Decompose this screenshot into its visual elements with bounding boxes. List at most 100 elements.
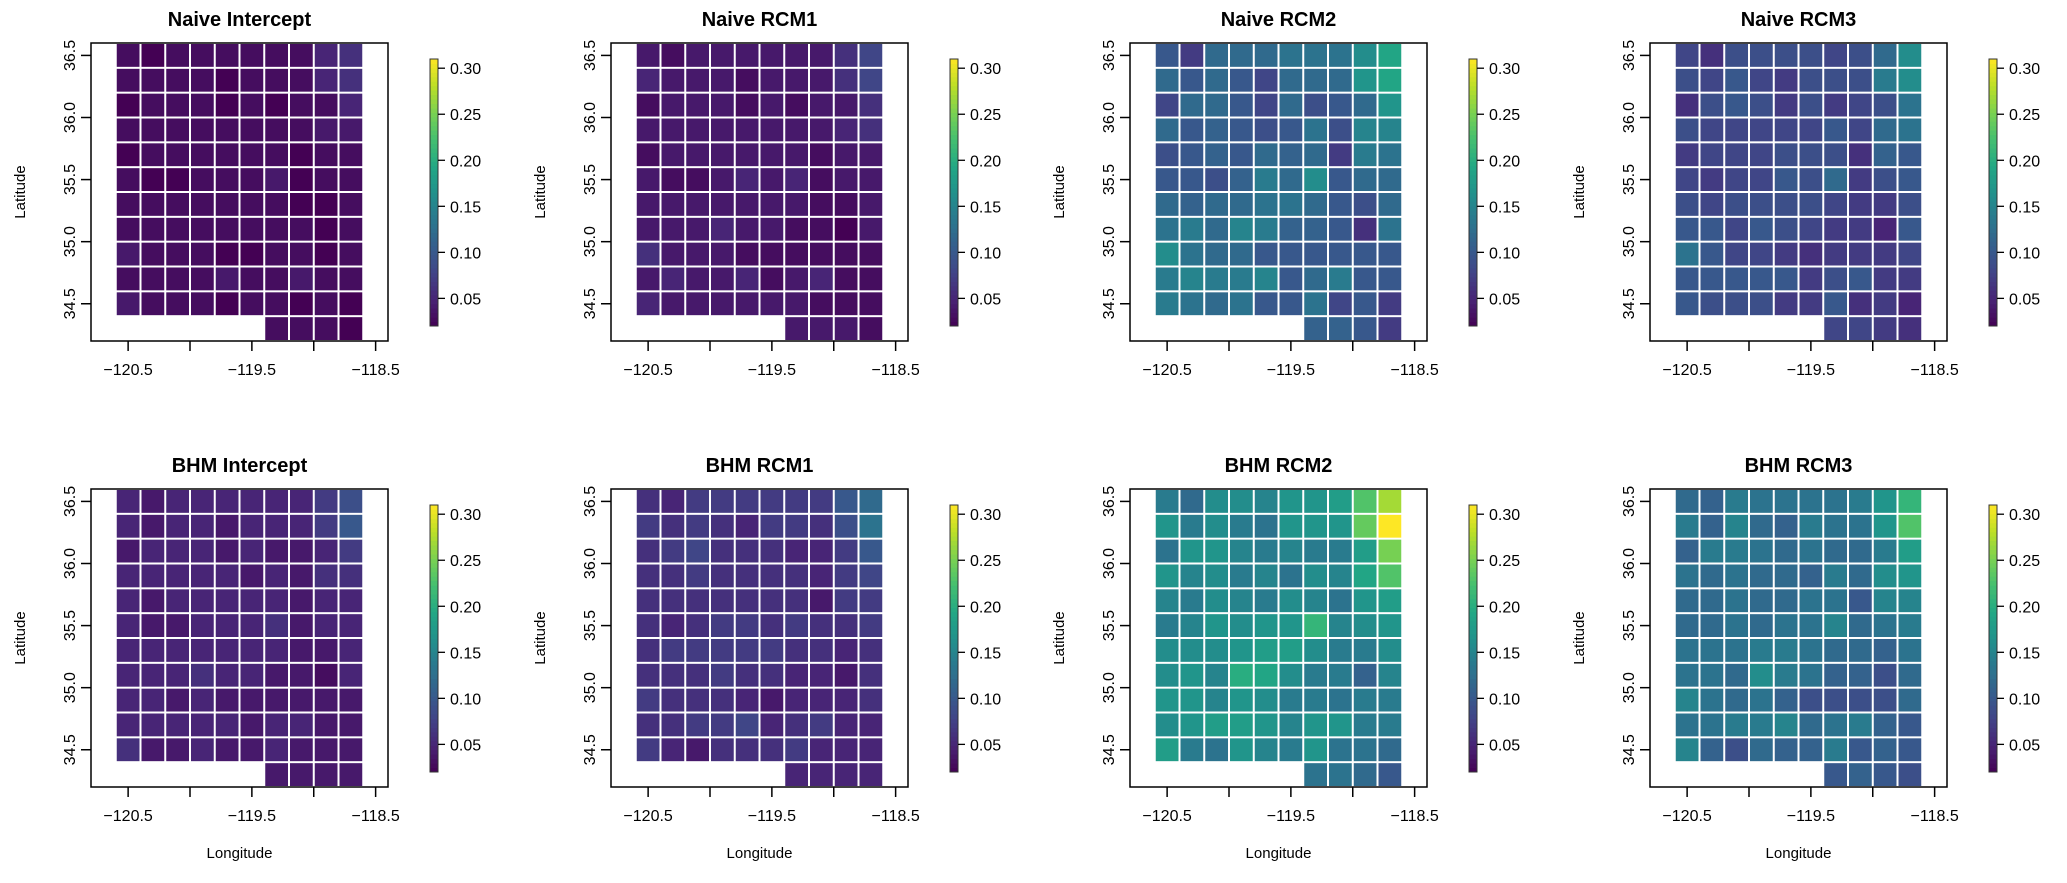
- heatmap-cell: [314, 614, 338, 637]
- colorbar-segment: [430, 714, 438, 720]
- colorbar-segment: [430, 558, 438, 564]
- heatmap-cell: [290, 44, 313, 67]
- colorbar-segment: [1989, 691, 1997, 697]
- colorbar-segment: [1989, 549, 1997, 555]
- colorbar-segment: [1989, 687, 1997, 693]
- heatmap-cell: [1254, 68, 1278, 92]
- heatmap-cell: [1774, 663, 1798, 687]
- heatmap-cell: [1230, 713, 1253, 737]
- y-tick-label: 35.5: [582, 164, 599, 195]
- y-tick-label: 36.5: [1621, 486, 1638, 517]
- heatmap-cell: [191, 639, 214, 662]
- heatmap-cell: [1180, 564, 1204, 588]
- colorbar-segment: [1989, 81, 1997, 87]
- heatmap-cell: [661, 713, 685, 737]
- heatmap-cell: [141, 44, 165, 67]
- heatmap-cell: [290, 68, 313, 92]
- heatmap-cell: [1378, 292, 1402, 316]
- y-tick-label: 34.5: [1621, 734, 1638, 765]
- heatmap-cell: [810, 68, 833, 92]
- heatmap-cell: [686, 44, 709, 67]
- heatmap-cell: [1824, 639, 1847, 662]
- heatmap-cell: [1700, 589, 1724, 613]
- heatmap-cell: [1205, 663, 1228, 687]
- heatmap-cell: [1230, 68, 1253, 92]
- y-tick-label: 35.0: [582, 672, 599, 703]
- heatmap-cell: [290, 713, 313, 737]
- colorbar-segment: [950, 518, 958, 524]
- colorbar-segment: [950, 678, 958, 684]
- colorbar-segment: [430, 85, 438, 91]
- colorbar-tick-label: 0.10: [970, 691, 1001, 708]
- colorbar-tick-label: 0.15: [1489, 199, 1520, 216]
- panel-naive-rcm3: Naive RCM3−120.5 −119.5 −118.534.535.035.5…: [1571, 9, 2040, 379]
- heatmap-cell: [215, 589, 239, 613]
- heatmap-cell: [1205, 614, 1228, 637]
- heatmap-cell: [166, 490, 189, 513]
- colorbar-segment: [430, 254, 438, 260]
- colorbar-segment: [950, 700, 958, 706]
- colorbar-segment: [1469, 103, 1477, 109]
- heatmap-cell: [1155, 292, 1179, 316]
- heatmap-cell: [785, 663, 808, 687]
- heatmap-cell: [711, 44, 734, 67]
- heatmap-cell: [1700, 143, 1724, 167]
- heatmap-cell: [265, 490, 288, 513]
- heatmap-cell: [1155, 514, 1179, 538]
- colorbar-segment: [950, 165, 958, 171]
- heatmap-cell: [1774, 539, 1798, 563]
- cells: [1675, 44, 1922, 340]
- heatmap-cell: [1180, 514, 1204, 538]
- heatmap-cell: [1849, 763, 1872, 786]
- colorbar-tick-label: 0.05: [1489, 291, 1520, 308]
- heatmap-cell: [1230, 614, 1253, 637]
- heatmap-cell: [735, 242, 759, 266]
- heatmap-cell: [1180, 193, 1204, 216]
- plot-frame: [1649, 42, 1948, 342]
- heatmap-cell: [1873, 490, 1897, 513]
- heatmap-cell: [1849, 242, 1872, 266]
- heatmap-cell: [1750, 242, 1773, 266]
- colorbar-segment: [950, 250, 958, 256]
- heatmap-cell: [1155, 589, 1179, 613]
- colorbar-segment: [950, 553, 958, 559]
- heatmap-cell: [834, 143, 858, 167]
- colorbar-segment: [950, 281, 958, 287]
- colorbar-segment: [430, 513, 438, 519]
- heatmap-cell: [141, 589, 165, 613]
- heatmap-cell: [1774, 639, 1798, 662]
- heatmap-cell: [686, 267, 709, 291]
- colorbar-segment: [950, 223, 958, 229]
- heatmap-cell: [1205, 490, 1228, 513]
- x-tick-label: −119.5: [1267, 362, 1315, 379]
- heatmap-cell: [1873, 93, 1897, 117]
- heatmap-cell: [661, 217, 685, 241]
- heatmap-cell: [240, 168, 264, 191]
- x-tick-label: −119.5: [1787, 362, 1835, 379]
- heatmap-cell: [116, 663, 140, 687]
- colorbar-segment: [1989, 272, 1997, 278]
- heatmap-cell: [116, 514, 140, 538]
- colorbar-segment: [430, 509, 438, 515]
- heatmap-cell: [1824, 68, 1847, 92]
- heatmap-cell: [1353, 539, 1377, 563]
- heatmap-cell: [1799, 663, 1823, 687]
- heatmap-cell: [1750, 193, 1773, 216]
- colorbar-segment: [1989, 116, 1997, 122]
- colorbar-segment: [1469, 294, 1477, 300]
- y-tick-label: 34.5: [1101, 288, 1118, 319]
- heatmap-cell: [735, 564, 759, 588]
- heatmap-cell: [636, 589, 660, 613]
- heatmap-cell: [1725, 614, 1748, 637]
- heatmap-cell: [735, 688, 759, 712]
- colorbar-segment: [430, 174, 438, 180]
- colorbar-segment: [1989, 723, 1997, 728]
- heatmap-cell: [116, 143, 140, 167]
- heatmap-cell: [1155, 639, 1179, 662]
- heatmap-cell: [686, 589, 709, 613]
- heatmap-cell: [116, 589, 140, 613]
- colorbar-segment: [1469, 700, 1477, 706]
- heatmap-cell: [290, 93, 313, 117]
- heatmap-cell: [785, 242, 808, 266]
